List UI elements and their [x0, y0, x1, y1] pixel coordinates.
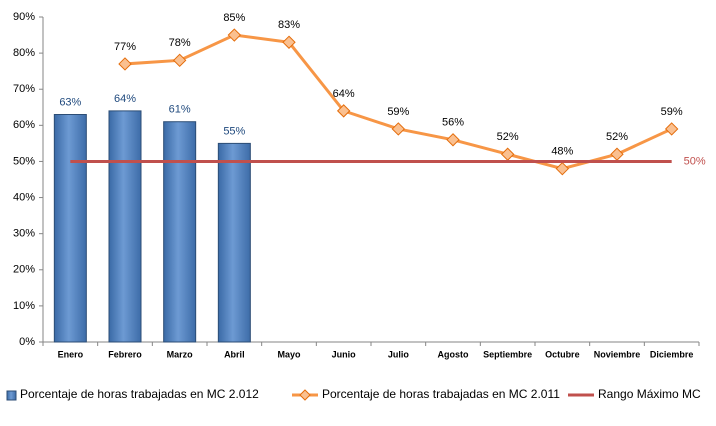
series-line [124, 33, 673, 171]
marker [282, 35, 296, 49]
y-tick-label: 50% [13, 155, 35, 167]
marker [500, 147, 515, 161]
x-tick-label: Octubre [545, 349, 580, 359]
x-tick-label: Diciembre [650, 349, 694, 359]
data-label: 52% [606, 131, 628, 143]
x-tick-label: Septiembre [483, 349, 532, 359]
x-tick-label: Junio [332, 349, 357, 359]
data-label: 48% [551, 146, 573, 158]
bar [163, 121, 197, 343]
y-tick-label: 70% [13, 83, 35, 95]
data-label: 56% [442, 117, 464, 129]
data-label: 64% [114, 93, 136, 105]
marker [446, 133, 460, 147]
marker [227, 28, 242, 42]
x-tick-label: Agosto [438, 349, 469, 359]
data-label: 61% [169, 104, 191, 116]
x-tick-label: Enero [58, 349, 84, 359]
data-label: 55% [223, 125, 245, 137]
legend-label: Porcentaje de horas trabajadas en MC 2.0… [20, 387, 259, 401]
bar [53, 114, 87, 343]
marker [555, 161, 570, 176]
data-label: 52% [497, 131, 519, 143]
y-tick-label: 20% [13, 264, 35, 276]
y-tick-label: 40% [13, 191, 35, 203]
data-label: 64% [333, 88, 355, 100]
marker [336, 104, 351, 118]
y-tick-label: 10% [13, 300, 35, 312]
marker [664, 122, 679, 136]
y-tick-label: 90% [13, 11, 35, 23]
x-tick-label: Julio [388, 349, 410, 359]
legend-label: Rango Máximo MC [598, 387, 701, 401]
data-label: 78% [169, 37, 191, 49]
legend-marker [299, 389, 311, 401]
data-label: 77% [114, 41, 136, 53]
x-tick-label: Noviembre [594, 349, 641, 359]
y-tick-label: 30% [13, 228, 35, 240]
marker [172, 53, 187, 68]
data-label: 85% [223, 12, 245, 24]
x-tick-label: Mayo [277, 349, 301, 359]
legend-swatch [6, 390, 17, 401]
legend-label: Porcentaje de horas trabajadas en MC 2.0… [322, 387, 560, 401]
y-tick-label: 0% [19, 336, 35, 348]
data-label: 83% [278, 19, 300, 31]
x-tick-label: Febrero [108, 349, 142, 359]
data-label: 59% [661, 106, 683, 118]
data-label: 50% [684, 155, 706, 167]
y-tick-label: 60% [13, 119, 35, 131]
marker [610, 147, 624, 161]
x-tick-label: Marzo [167, 349, 194, 359]
y-tick-label: 80% [13, 47, 35, 59]
marker [118, 57, 132, 71]
bar [108, 110, 142, 343]
marker [391, 122, 406, 136]
data-label: 63% [59, 96, 81, 108]
x-tick-label: Abril [224, 349, 245, 359]
data-label: 59% [387, 106, 409, 118]
bar [217, 142, 251, 343]
